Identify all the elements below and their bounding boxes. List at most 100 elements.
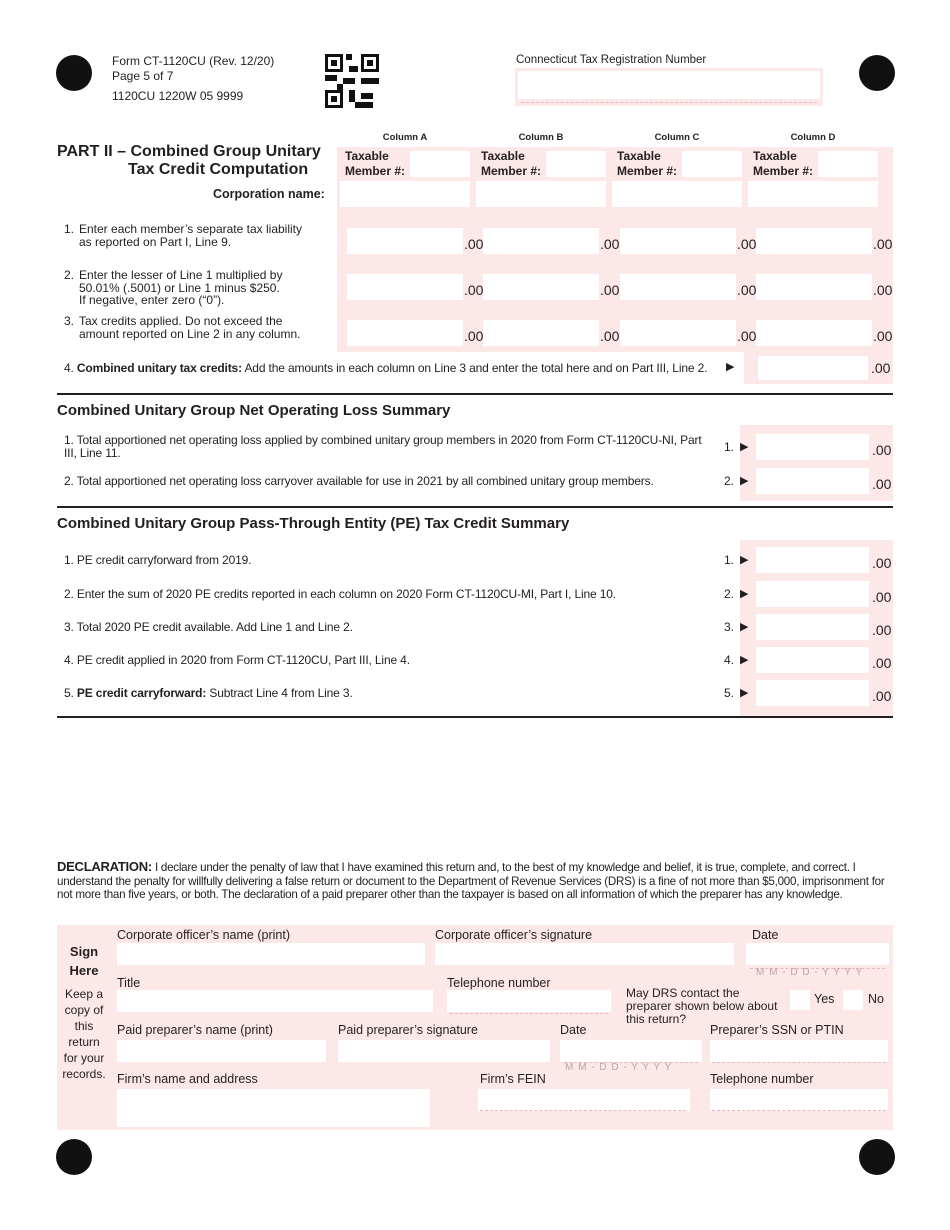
registration-input[interactable]: [518, 71, 820, 99]
officer-signature-input[interactable]: [435, 943, 734, 965]
preparer-signature-input[interactable]: [338, 1040, 550, 1062]
taxable-label: Taxable: [753, 149, 797, 163]
member-number-input[interactable]: [546, 151, 606, 177]
corporation-name-input[interactable]: [340, 181, 470, 207]
line-text: 50.01% (.5001) or Line 1 minus $250.: [79, 280, 280, 295]
member-number-input[interactable]: [818, 151, 878, 177]
firm-phone-label: Telephone number: [710, 1072, 814, 1086]
column-header: Column D: [790, 132, 836, 143]
amount-input[interactable]: [620, 320, 736, 346]
line-number: 1.: [724, 553, 735, 567]
form-code: 1120CU 1220W 05 9999: [112, 89, 244, 103]
corporation-name-input[interactable]: [612, 181, 742, 207]
phone-input[interactable]: [447, 990, 611, 1012]
line-number: 1.: [724, 440, 735, 454]
registration-mark: [859, 1139, 895, 1175]
member-number-input[interactable]: [410, 151, 470, 177]
amount-input[interactable]: [756, 468, 869, 494]
cents: .00: [737, 282, 757, 298]
amount-input[interactable]: [756, 320, 872, 346]
form-id: Form CT-1120CU (Rev. 12/20) Page 5 of 7: [112, 54, 274, 84]
arrow-right-icon: ▶: [740, 554, 749, 566]
line-number: 3.: [64, 314, 75, 328]
line4-text: 4. Combined unitary tax credits: Add the…: [64, 353, 714, 383]
line-text: 1. Total apportioned net operating loss …: [64, 433, 702, 460]
officer-date-input[interactable]: [746, 943, 889, 965]
officer-name-input[interactable]: [117, 943, 425, 965]
sign-here-label: Sign Here: [68, 942, 100, 980]
declaration-text: DECLARATION: I declare under the penalty…: [57, 860, 893, 902]
officer-date-label: Date: [752, 928, 779, 942]
arrow-right-icon: ▶: [740, 588, 749, 600]
declaration-bold: DECLARATION:: [57, 859, 152, 874]
line-description: 1. PE credit carryforward from 2019.: [64, 545, 714, 575]
amount-input[interactable]: [756, 228, 872, 254]
arrow-right-icon: ▶: [740, 654, 749, 666]
line-text: 1. PE credit carryforward from 2019.: [64, 552, 252, 567]
amount-input[interactable]: [756, 274, 872, 300]
amount-input[interactable]: [483, 320, 599, 346]
officer-name-label: Corporate officer’s name (print): [117, 928, 290, 942]
amount-input[interactable]: [620, 228, 736, 254]
title-input[interactable]: [117, 990, 433, 1012]
line-number: 4.: [64, 360, 74, 375]
fein-input[interactable]: [478, 1089, 690, 1111]
preparer-name-input[interactable]: [117, 1040, 326, 1062]
amount-input[interactable]: [756, 647, 869, 673]
member-label: Member #:: [481, 164, 542, 178]
member-label: Member #:: [753, 164, 814, 178]
column-header: Column A: [382, 132, 428, 143]
amount-input[interactable]: [756, 434, 869, 460]
fein-label: Firm’s FEIN: [480, 1072, 546, 1086]
line-text: amount reported on Line 2 in any column.: [79, 326, 301, 341]
yes-checkbox[interactable]: [790, 990, 810, 1010]
dashed-guide: [564, 1062, 698, 1063]
line-number: 2.: [64, 268, 75, 282]
amount-input[interactable]: [347, 228, 463, 254]
line-description: 1. Enter each member’s separate tax liabi…: [64, 223, 302, 248]
cents: .00: [873, 282, 893, 298]
line-text: 2. Enter the sum of 2020 PE credits repo…: [64, 586, 616, 601]
keep-copy-note: Keep a copy of this return for your reco…: [62, 987, 106, 1081]
amount-input[interactable]: [756, 614, 869, 640]
date-format-hint: M M - D D - Y Y Y Y: [756, 967, 864, 978]
yes-label: Yes: [814, 992, 835, 1006]
taxable-member-label: Taxable Member #:: [345, 149, 405, 179]
dashed-guide: [712, 1062, 886, 1063]
firm-phone-input[interactable]: [710, 1089, 888, 1111]
line4-input[interactable]: [758, 356, 868, 380]
amount-input[interactable]: [347, 320, 463, 346]
member-label: Member #:: [617, 164, 678, 178]
line-text: 4. PE credit applied in 2020 from Form C…: [64, 652, 410, 667]
corporation-name-input[interactable]: [476, 181, 606, 207]
member-number-input[interactable]: [682, 151, 742, 177]
firm-input[interactable]: [117, 1089, 430, 1127]
no-checkbox[interactable]: [843, 990, 863, 1010]
amount-input[interactable]: [756, 581, 869, 607]
ssn-input[interactable]: [710, 1040, 888, 1062]
line-number: 5.: [64, 685, 77, 700]
part2-title: PART II – Combined Group Unitary: [57, 143, 321, 160]
part2-subtitle: Tax Credit Computation: [128, 161, 309, 178]
taxable-label: Taxable: [481, 149, 525, 163]
registration-mark: [56, 55, 92, 91]
preparer-date-input[interactable]: [560, 1040, 702, 1062]
corporation-name-input[interactable]: [748, 181, 878, 207]
amount-input[interactable]: [483, 274, 599, 300]
registration-label: Connecticut Tax Registration Number: [516, 54, 707, 66]
cents: .00: [737, 236, 757, 252]
taxable-member-label: Taxable Member #:: [753, 149, 813, 179]
dashed-guide: [480, 1110, 686, 1111]
amount-input[interactable]: [483, 228, 599, 254]
cents: .00: [737, 328, 757, 344]
amount-input[interactable]: [347, 274, 463, 300]
amount-input[interactable]: [756, 547, 869, 573]
line-text: as reported on Part I, Line 9.: [79, 234, 232, 249]
line-number: 5.: [724, 686, 735, 700]
amount-input[interactable]: [620, 274, 736, 300]
amount-input[interactable]: [756, 680, 869, 706]
page-number: Page 5 of 7: [112, 69, 174, 83]
preparer-date-label: Date: [560, 1023, 587, 1037]
line-number: 2.: [724, 587, 735, 601]
arrow-right-icon: ▶: [740, 621, 749, 633]
